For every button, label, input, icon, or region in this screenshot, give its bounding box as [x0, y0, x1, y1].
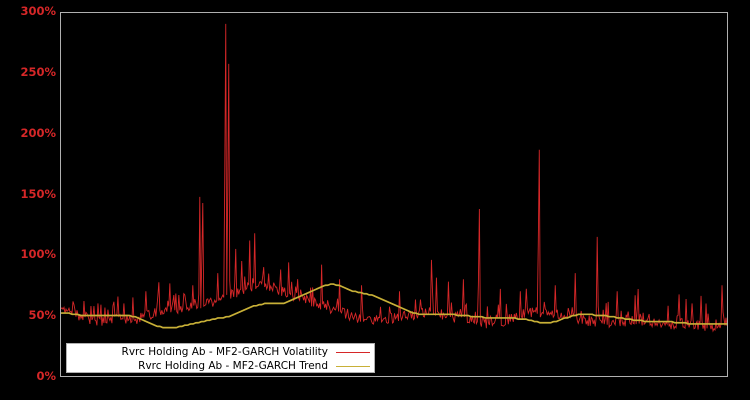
chart-legend[interactable]: Rvrc Holding Ab - MF2-GARCH Volatility R…: [66, 343, 375, 373]
y-tick-label: 150%: [20, 186, 56, 201]
y-tick-label: 50%: [28, 308, 56, 323]
legend-label-trend: Rvrc Holding Ab - MF2-GARCH Trend: [138, 359, 328, 372]
y-tick-label: 200%: [20, 125, 56, 140]
plot-area: [60, 12, 728, 377]
y-tick-label: 300%: [20, 4, 56, 18]
y-axis-tick-labels: 0% 50% 100% 150% 200% 250% 300%: [0, 0, 56, 400]
legend-label-volatility: Rvrc Holding Ab - MF2-GARCH Volatility: [121, 345, 328, 358]
legend-item-trend[interactable]: Rvrc Holding Ab - MF2-GARCH Trend: [67, 359, 374, 373]
chart-canvas: [61, 23, 727, 333]
legend-item-volatility[interactable]: Rvrc Holding Ab - MF2-GARCH Volatility: [67, 345, 374, 359]
legend-swatch-trend: [336, 365, 370, 367]
y-tick-label: 250%: [20, 64, 56, 79]
trend-series-line: [61, 283, 727, 329]
volatility-series-line: [61, 23, 727, 333]
legend-swatch-volatility: [336, 351, 370, 353]
y-tick-label: 100%: [20, 247, 56, 262]
y-tick-label: 0%: [36, 369, 56, 383]
